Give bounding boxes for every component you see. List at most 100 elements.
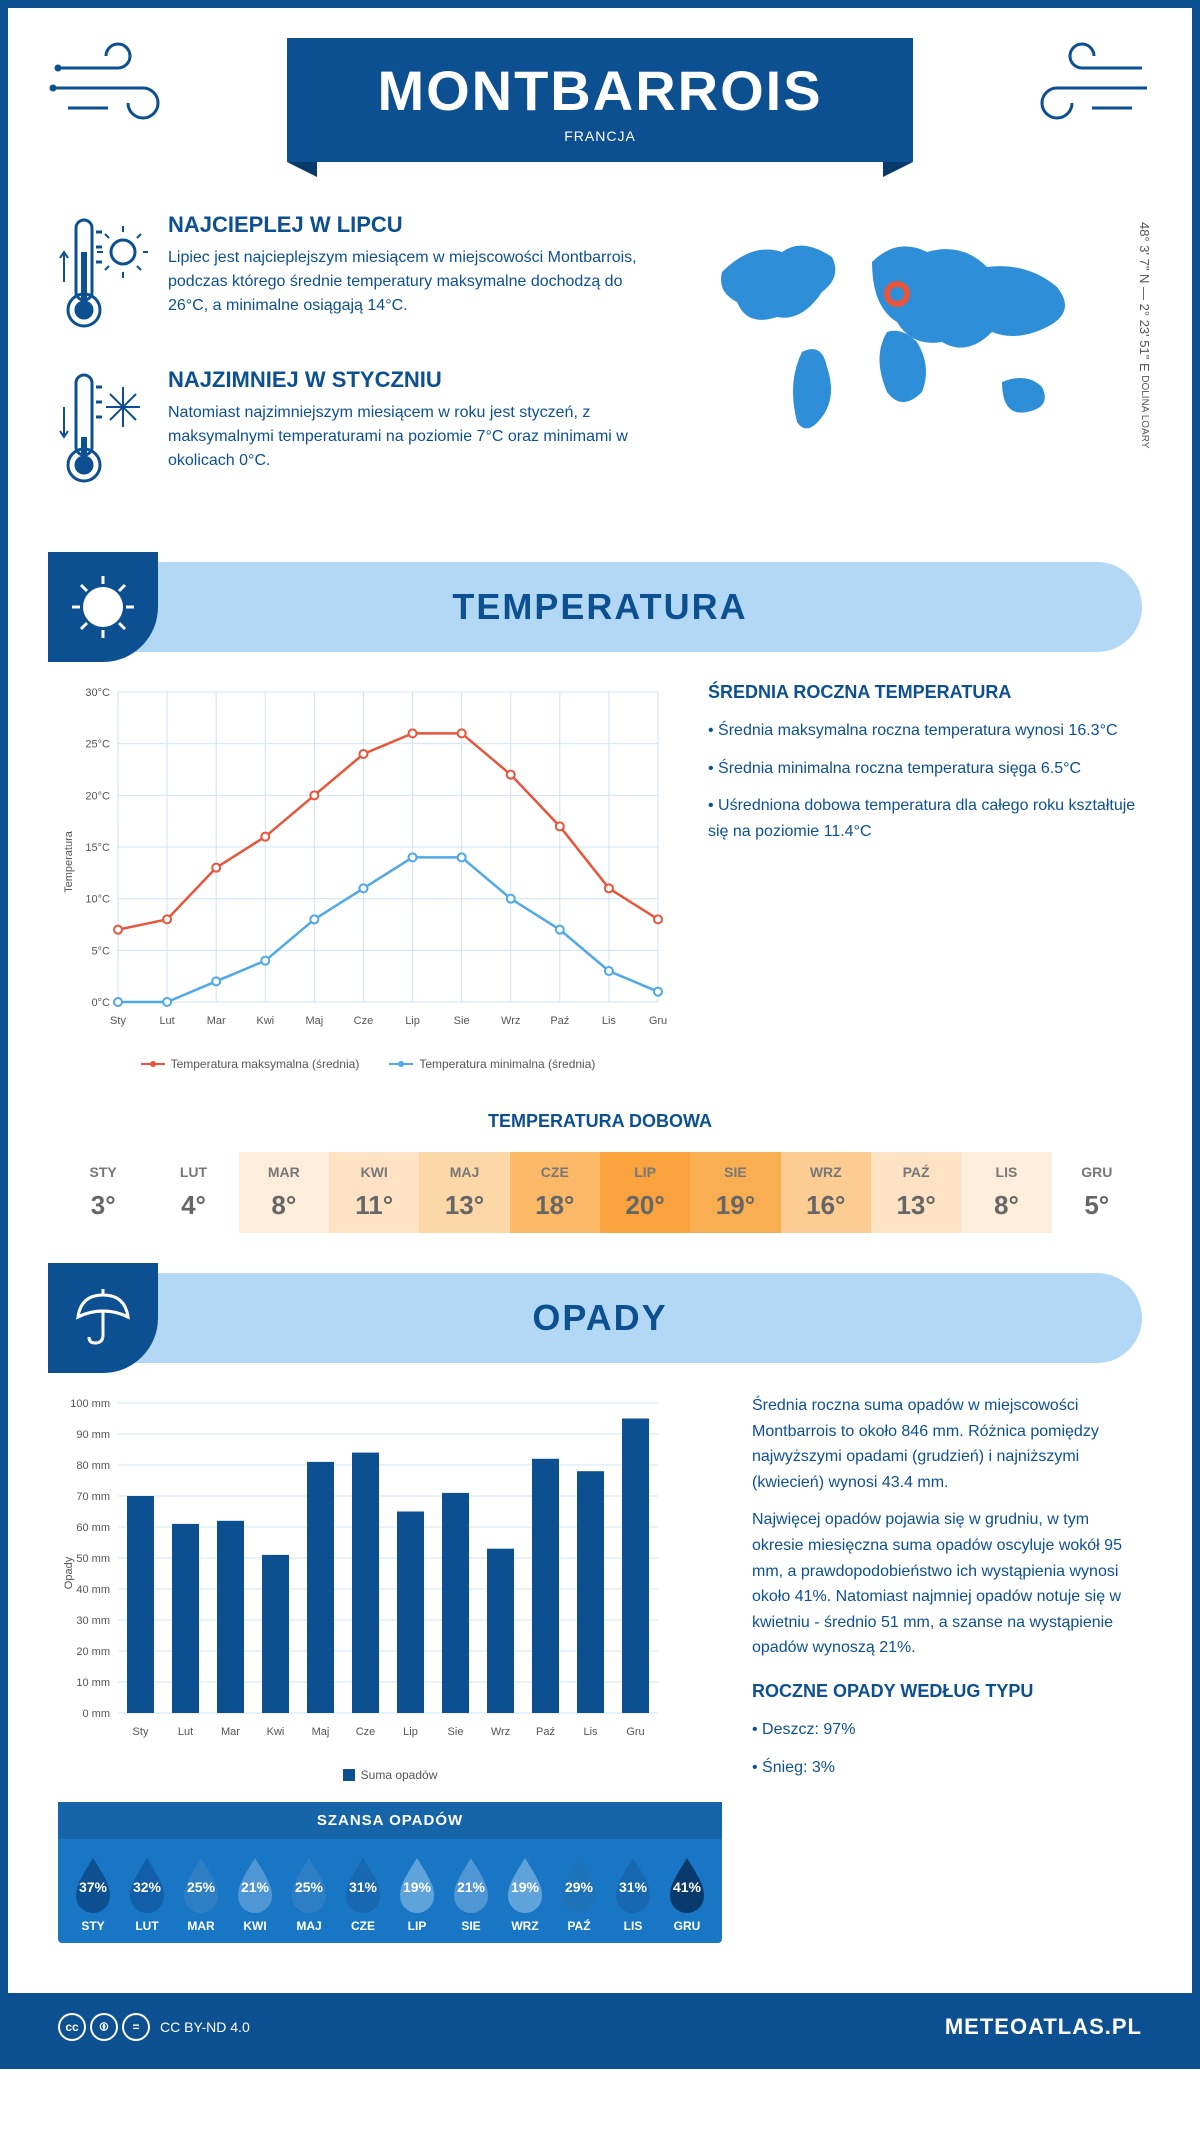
footer: cc🅯= CC BY-ND 4.0 METEOATLAS.PL xyxy=(8,1993,1192,2061)
svg-text:Paź: Paź xyxy=(550,1015,569,1027)
svg-text:Sty: Sty xyxy=(133,1726,149,1738)
precip-drop: 32%LUT xyxy=(122,1854,172,1933)
precip-drop: 25%MAR xyxy=(176,1854,226,1933)
temp-legend: Temperatura maksymalna (średnia) Tempera… xyxy=(58,1057,678,1071)
daily-temp-title: TEMPERATURA DOBOWA xyxy=(58,1111,1142,1132)
intro-row: NAJCIEPLEJ W LIPCU Lipiec jest najcieple… xyxy=(8,212,1192,562)
daily-temp-block: TEMPERATURA DOBOWA STY3°LUT4°MAR8°KWI11°… xyxy=(8,1101,1192,1273)
temp-cell: SIE19° xyxy=(690,1152,780,1233)
svg-text:10°C: 10°C xyxy=(85,894,110,906)
brand: METEOATLAS.PL xyxy=(945,2014,1142,2040)
precip-p1: Średnia roczna suma opadów w miejscowośc… xyxy=(752,1393,1142,1495)
precip-drop: 19%LIP xyxy=(392,1854,442,1933)
svg-text:Wrz: Wrz xyxy=(501,1015,520,1027)
precip-chance-title: SZANSA OPADÓW xyxy=(58,1802,722,1839)
legend-precip: Suma opadów xyxy=(361,1768,438,1782)
svg-text:Sie: Sie xyxy=(454,1015,470,1027)
temp-section-title: TEMPERATURA xyxy=(452,586,747,628)
temp-cell: KWI11° xyxy=(329,1152,419,1233)
coldest-title: NAJZIMNIEJ W STYCZNIU xyxy=(168,367,662,393)
hottest-fact: NAJCIEPLEJ W LIPCU Lipiec jest najcieple… xyxy=(58,212,662,337)
thermometer-cold-icon xyxy=(58,367,148,492)
precip-info: Średnia roczna suma opadów w miejscowośc… xyxy=(752,1393,1142,1963)
temp-info-item: Średnia minimalna roczna temperatura się… xyxy=(708,756,1142,782)
svg-text:Cze: Cze xyxy=(354,1015,374,1027)
temp-cell: MAJ13° xyxy=(419,1152,509,1233)
coords-value: 48° 3' 7" N — 2° 23' 51" E xyxy=(1137,222,1152,372)
precip-legend: Suma opadów xyxy=(58,1768,722,1782)
svg-text:15°C: 15°C xyxy=(85,842,110,854)
svg-text:Lip: Lip xyxy=(403,1726,418,1738)
header: MONTBARROIS FRANCJA xyxy=(8,8,1192,212)
precip-type-title: ROCZNE OPADY WEDŁUG TYPU xyxy=(752,1681,1142,1702)
region-label: DOLINA LOARY xyxy=(1139,375,1150,448)
svg-text:Gru: Gru xyxy=(626,1726,644,1738)
world-map: 48° 3' 7" N — 2° 23' 51" E DOLINA LOARY xyxy=(702,212,1142,522)
svg-text:40 mm: 40 mm xyxy=(76,1584,110,1596)
svg-text:Opady: Opady xyxy=(63,1556,75,1589)
svg-text:Kwi: Kwi xyxy=(267,1726,285,1738)
precip-drop: 29%PAŹ xyxy=(554,1854,604,1933)
precip-drop: 37%STY xyxy=(68,1854,118,1933)
precip-section-title: OPADY xyxy=(532,1297,667,1339)
svg-text:Mar: Mar xyxy=(207,1015,226,1027)
svg-text:100 mm: 100 mm xyxy=(70,1398,110,1410)
svg-text:Wrz: Wrz xyxy=(491,1726,510,1738)
svg-text:70 mm: 70 mm xyxy=(76,1491,110,1503)
location-title: MONTBARROIS xyxy=(377,58,822,123)
temp-cell: LIS8° xyxy=(961,1152,1051,1233)
temp-info-item: Uśredniona dobowa temperatura dla całego… xyxy=(708,793,1142,844)
svg-text:Maj: Maj xyxy=(305,1015,323,1027)
precip-drop: 25%MAJ xyxy=(284,1854,334,1933)
thermometer-hot-icon xyxy=(58,212,148,337)
svg-text:Lip: Lip xyxy=(405,1015,420,1027)
temp-cell: GRU5° xyxy=(1052,1152,1142,1233)
temp-cell: MAR8° xyxy=(239,1152,329,1233)
svg-text:Sie: Sie xyxy=(448,1726,464,1738)
svg-text:5°C: 5°C xyxy=(92,945,111,957)
svg-text:Lut: Lut xyxy=(178,1726,193,1738)
svg-text:10 mm: 10 mm xyxy=(76,1677,110,1689)
svg-text:Cze: Cze xyxy=(356,1726,376,1738)
sun-icon xyxy=(48,552,158,662)
svg-text:25°C: 25°C xyxy=(85,739,110,751)
temp-cell: CZE18° xyxy=(510,1152,600,1233)
legend-min: Temperatura minimalna (średnia) xyxy=(419,1057,595,1071)
svg-text:30°C: 30°C xyxy=(85,687,110,699)
svg-text:80 mm: 80 mm xyxy=(76,1460,110,1472)
svg-text:Mar: Mar xyxy=(221,1726,240,1738)
svg-text:Lis: Lis xyxy=(602,1015,617,1027)
license-block: cc🅯= CC BY-ND 4.0 xyxy=(58,2013,250,2041)
wind-icon-right xyxy=(1012,38,1152,133)
temp-cell: STY3° xyxy=(58,1152,148,1233)
precip-type-item: Śnieg: 3% xyxy=(752,1755,1142,1781)
svg-text:Paź: Paź xyxy=(536,1726,555,1738)
precip-chart-row: 0 mm10 mm20 mm30 mm40 mm50 mm60 mm70 mm8… xyxy=(8,1363,1192,1993)
temp-chart-row: 0°C5°C10°C15°C20°C25°C30°CStyLutMarKwiMa… xyxy=(8,652,1192,1101)
temp-cell: LUT4° xyxy=(148,1152,238,1233)
temp-cell: LIP20° xyxy=(600,1152,690,1233)
precip-drop: 21%KWI xyxy=(230,1854,280,1933)
precip-chance-panel: SZANSA OPADÓW 37%STY32%LUT25%MAR21%KWI25… xyxy=(58,1802,722,1943)
svg-text:Temperatura: Temperatura xyxy=(63,830,75,893)
svg-text:0°C: 0°C xyxy=(92,997,111,1009)
hottest-title: NAJCIEPLEJ W LIPCU xyxy=(168,212,662,238)
wind-icon-left xyxy=(48,38,188,133)
precip-section-head: OPADY xyxy=(58,1273,1142,1363)
precip-type-item: Deszcz: 97% xyxy=(752,1717,1142,1743)
license-text: CC BY-ND 4.0 xyxy=(160,2019,250,2035)
cc-icon: cc🅯= xyxy=(58,2013,150,2041)
precip-drop: 21%SIE xyxy=(446,1854,496,1933)
umbrella-icon xyxy=(48,1263,158,1373)
title-banner: MONTBARROIS FRANCJA xyxy=(287,38,912,162)
svg-text:60 mm: 60 mm xyxy=(76,1522,110,1534)
infographic-container: MONTBARROIS FRANCJA NAJCIEPLEJ W LIPCU L… xyxy=(0,0,1200,2069)
svg-text:Kwi: Kwi xyxy=(256,1015,274,1027)
precipitation-bar-chart: 0 mm10 mm20 mm30 mm40 mm50 mm60 mm70 mm8… xyxy=(58,1393,722,1963)
svg-text:0 mm: 0 mm xyxy=(83,1708,111,1720)
temp-info-item: Średnia maksymalna roczna temperatura wy… xyxy=(708,718,1142,744)
svg-text:30 mm: 30 mm xyxy=(76,1615,110,1627)
temp-cell: WRZ16° xyxy=(781,1152,871,1233)
svg-text:90 mm: 90 mm xyxy=(76,1429,110,1441)
precip-drop: 31%LIS xyxy=(608,1854,658,1933)
